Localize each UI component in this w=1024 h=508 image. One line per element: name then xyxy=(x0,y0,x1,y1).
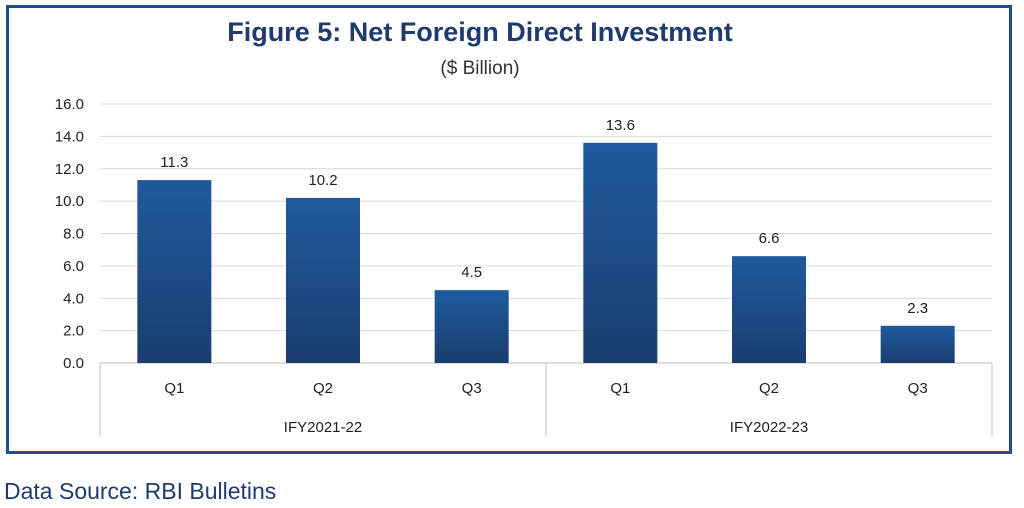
y-tick-label: 0.0 xyxy=(63,355,84,372)
x-tick-label: Q1 xyxy=(164,380,184,397)
bar-data-label: 11.3 xyxy=(160,154,188,171)
x-tick-label: Q1 xyxy=(610,380,630,397)
chart-title: Figure 5: Net Foreign Direct Investment xyxy=(227,17,733,47)
bar xyxy=(880,325,955,363)
bar-data-label: 13.6 xyxy=(606,117,635,134)
x-tick-label: Q3 xyxy=(462,380,482,397)
y-tick-label: 4.0 xyxy=(63,290,84,307)
y-tick-label: 10.0 xyxy=(55,193,84,210)
y-tick-label: 14.0 xyxy=(55,128,84,145)
bar-data-label: 4.5 xyxy=(461,264,482,281)
y-tick-label: 6.0 xyxy=(63,258,84,275)
bar-data-label: 10.2 xyxy=(308,172,337,189)
group-label: IFY2022-23 xyxy=(730,419,808,436)
bar xyxy=(732,256,806,363)
y-tick-label: 12.0 xyxy=(55,161,84,178)
y-tick-label: 16.0 xyxy=(55,96,84,113)
bar xyxy=(286,197,360,363)
group-label: IFY2021-22 xyxy=(284,419,362,436)
x-tick-label: Q2 xyxy=(759,380,779,397)
y-tick-label: 2.0 xyxy=(63,323,84,340)
chart-subtitle: ($ Billion) xyxy=(440,58,520,79)
data-source-note: Data Source: RBI Bulletins xyxy=(4,478,277,504)
bar-data-label: 2.3 xyxy=(907,300,928,317)
y-tick-label: 8.0 xyxy=(63,226,84,243)
bar-data-label: 6.6 xyxy=(759,230,780,247)
bar xyxy=(434,290,509,363)
bar xyxy=(137,180,212,363)
x-tick-label: Q3 xyxy=(908,380,928,397)
x-tick-label: Q2 xyxy=(313,380,333,397)
bar xyxy=(583,142,658,363)
